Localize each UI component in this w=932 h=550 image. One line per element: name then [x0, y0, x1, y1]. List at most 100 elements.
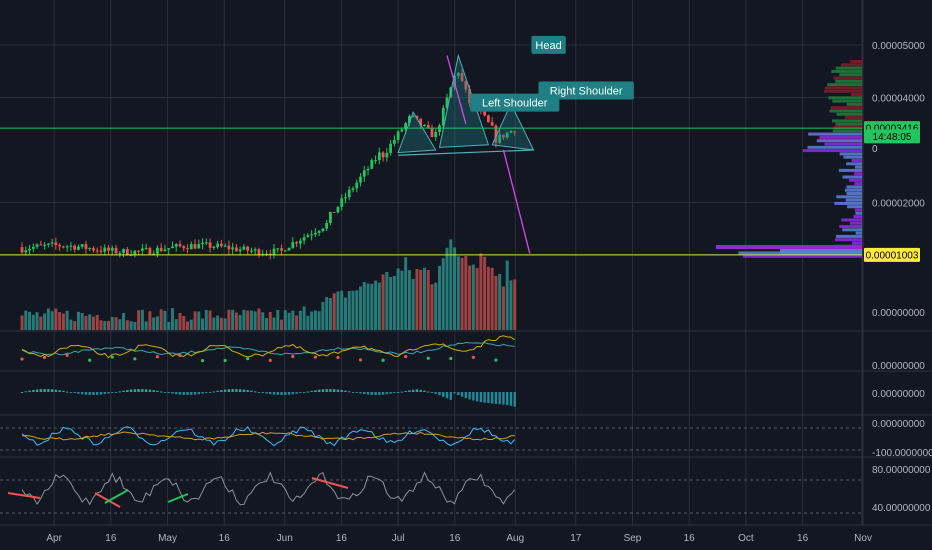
- candle-body: [377, 152, 381, 161]
- candle-body: [434, 131, 438, 138]
- volume-bar: [137, 310, 141, 330]
- histogram-bar: [238, 389, 242, 392]
- volume-bar: [54, 308, 58, 330]
- volume-bar: [80, 312, 84, 330]
- histogram-bar: [156, 390, 159, 392]
- volume-bar: [438, 265, 442, 330]
- candle-body: [231, 247, 235, 250]
- candle-body: [280, 248, 283, 251]
- volume-bar: [422, 267, 426, 330]
- candle-body: [35, 244, 39, 247]
- time-tick-label: May: [158, 533, 177, 544]
- price-candles[interactable]: [20, 68, 517, 260]
- candle-body: [253, 249, 257, 251]
- profile-bar: [836, 112, 862, 116]
- volume-bar: [366, 283, 370, 330]
- profile-bar: [828, 96, 862, 100]
- volume-bar: [114, 317, 118, 330]
- volume-bar: [411, 278, 415, 330]
- histogram-bar: [314, 390, 317, 392]
- pane-tick-label: 40.00000000: [872, 503, 931, 514]
- volume-bar: [426, 270, 430, 330]
- histogram-bar: [231, 389, 234, 392]
- profile-bar: [854, 172, 862, 176]
- profile-bar: [847, 205, 862, 209]
- volume-bar: [404, 257, 408, 330]
- profile-bar: [835, 122, 862, 126]
- price-tick-label: 0.00002000: [872, 199, 925, 210]
- price-badge-bg: [864, 129, 920, 144]
- candle-body: [95, 250, 99, 252]
- signal-dot: [133, 357, 137, 361]
- histogram-bar: [284, 392, 287, 395]
- candle-body: [235, 247, 238, 252]
- volume-bar: [377, 282, 381, 330]
- profile-bar: [846, 192, 862, 195]
- volume-bar: [456, 256, 460, 330]
- profile-bar: [842, 228, 862, 232]
- signal-dot: [223, 358, 227, 363]
- signal-dot: [88, 358, 92, 362]
- histogram-bar: [208, 392, 212, 393]
- profile-bar: [819, 135, 862, 139]
- volume-bar: [148, 311, 152, 330]
- histogram-bar: [205, 392, 208, 393]
- divergence-line: [94, 492, 121, 508]
- candle-body: [174, 244, 178, 247]
- volume-bar: [298, 310, 302, 330]
- candle-body: [498, 134, 502, 143]
- profile-bar: [824, 86, 862, 90]
- candle-body: [43, 244, 46, 246]
- candle-body: [359, 176, 362, 183]
- volume-bar: [216, 315, 220, 330]
- candle-body: [340, 198, 344, 207]
- volume-bar: [460, 257, 464, 330]
- candle-body: [197, 244, 201, 249]
- volume-bar: [107, 320, 111, 330]
- volume-bar: [264, 318, 268, 330]
- time-tick-label: Sep: [624, 533, 642, 544]
- histogram-bar: [47, 389, 50, 392]
- price-badge-text: 0.00001003: [866, 250, 919, 261]
- profile-bar: [835, 238, 862, 242]
- profile-bar: [842, 175, 862, 179]
- histogram-bar: [479, 392, 483, 403]
- candle-body: [163, 249, 167, 251]
- candle-body: [502, 134, 505, 138]
- candle-body: [423, 125, 426, 127]
- candle-body: [374, 160, 377, 162]
- candle-body: [351, 188, 355, 190]
- candle-body: [505, 132, 509, 138]
- histogram-bar: [212, 391, 216, 393]
- histogram-bar: [287, 392, 291, 395]
- candle-body: [24, 250, 28, 253]
- histogram-bar: [468, 392, 471, 400]
- pane-tick-label: 0.00000000: [872, 361, 925, 372]
- candle-body: [110, 247, 114, 251]
- profile-bar: [854, 182, 862, 186]
- histogram-bar: [133, 389, 137, 392]
- volume-bar: [69, 319, 73, 330]
- profile-bar: [829, 109, 862, 113]
- volume-bar: [471, 264, 475, 330]
- pattern-annotation: Left Shoulder: [470, 93, 560, 112]
- candle-body: [313, 232, 317, 235]
- candle-body: [159, 247, 163, 251]
- profile-bar: [844, 188, 862, 192]
- volume-bar: [475, 268, 479, 330]
- histogram-bar: [193, 392, 197, 395]
- histogram-bar: [370, 392, 374, 395]
- candle-body: [291, 242, 295, 248]
- histogram-bar: [457, 392, 460, 396]
- volume-bar: [95, 315, 99, 330]
- volume-bar: [336, 291, 340, 330]
- volume-bar: [125, 320, 129, 330]
- histogram-bar: [381, 392, 385, 395]
- pane-tick-label: -100.00000000: [872, 448, 932, 459]
- profile-bar: [832, 129, 862, 133]
- volume-bar: [159, 309, 163, 330]
- histogram-bar: [178, 392, 182, 395]
- histogram-bar: [351, 392, 355, 393]
